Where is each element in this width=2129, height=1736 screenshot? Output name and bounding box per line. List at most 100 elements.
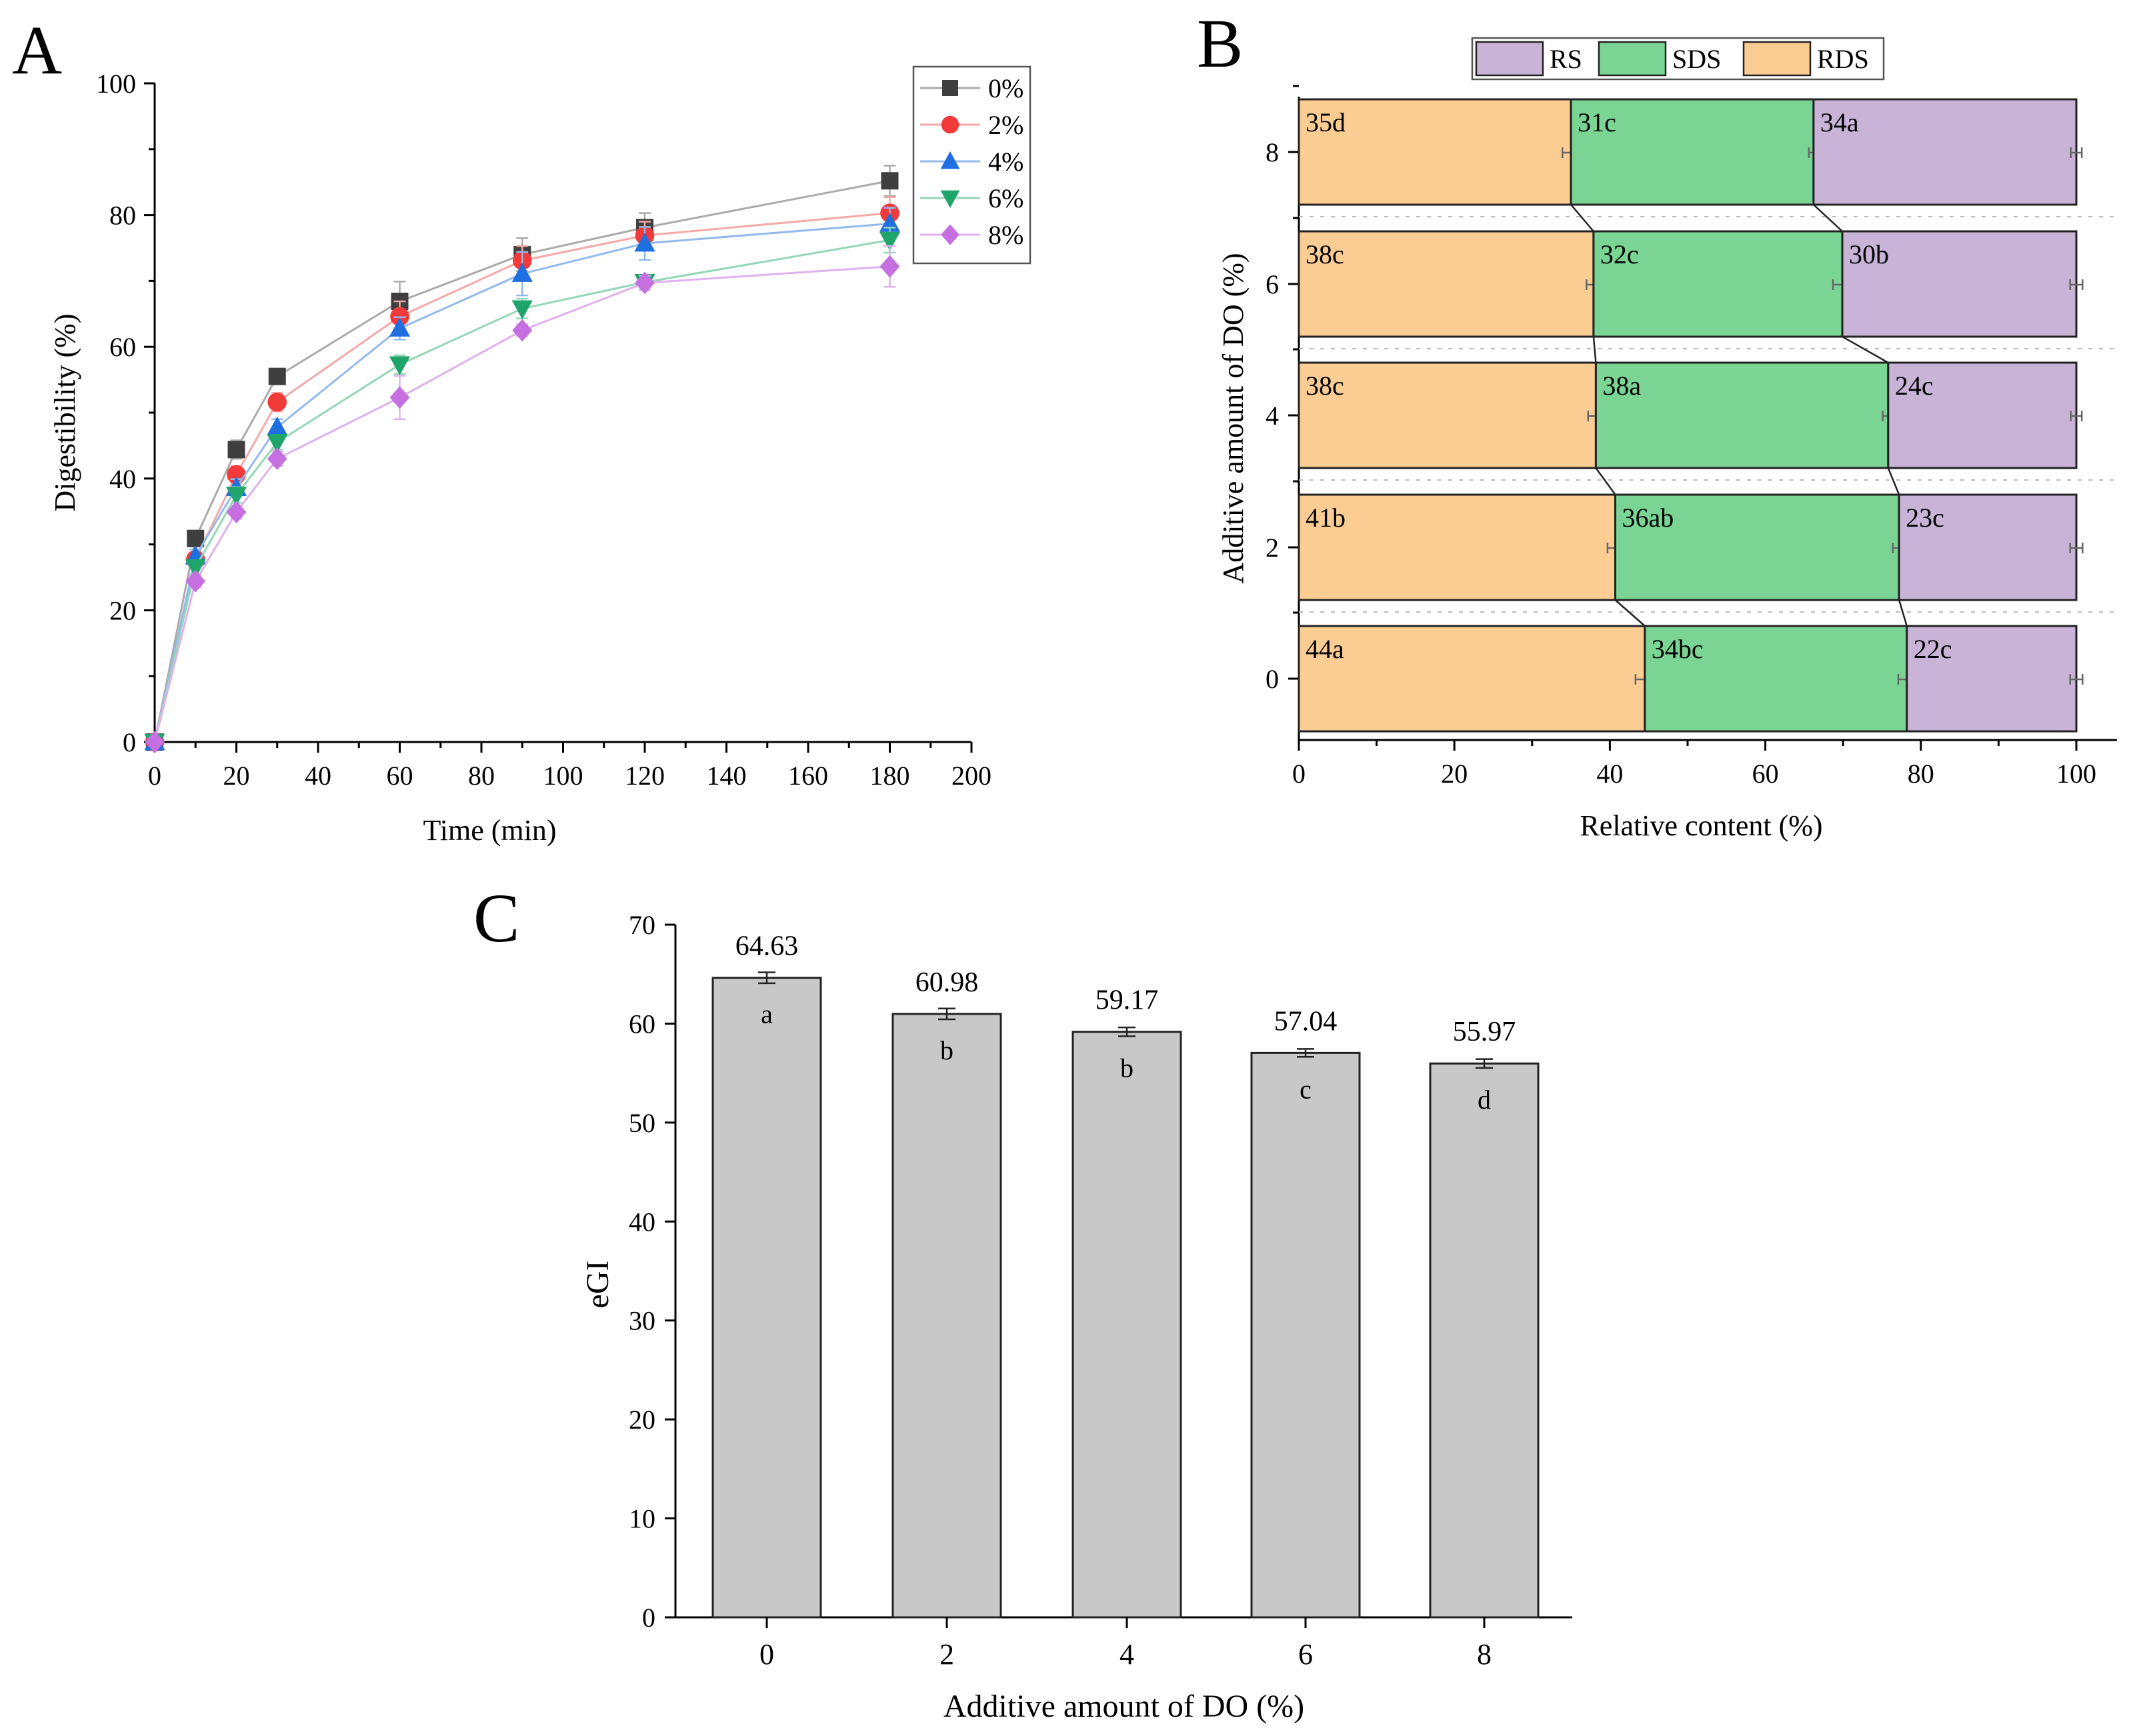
- x-tick-label: 160: [788, 761, 828, 791]
- series-RS: 22c 23c 24c 30b 34a: [1812, 98, 2084, 733]
- legend: 0% 2% 4% 6% 8%: [912, 65, 1031, 265]
- data-point: [635, 271, 655, 295]
- bar: [1429, 1062, 1540, 1619]
- series-line: [153, 179, 890, 743]
- segment-label: 38a: [1602, 371, 1641, 401]
- segment-label: 30b: [1849, 239, 1889, 269]
- legend: RS SDS RDS: [1471, 37, 1885, 81]
- legend-marker: [941, 115, 959, 134]
- significance-label: a: [761, 999, 773, 1029]
- significance-label: b: [1120, 1053, 1134, 1083]
- x-tick-label: 0: [148, 761, 161, 791]
- bar-segment: [1887, 361, 2078, 469]
- bar-segment: [1298, 493, 1617, 601]
- y-tick-label: 8: [1266, 137, 1279, 167]
- data-point: [185, 570, 206, 593]
- bar-segment: [1906, 625, 2078, 733]
- y-tick-label: 2: [1266, 533, 1279, 563]
- y-axis-label: Digestibility (%): [49, 314, 81, 512]
- legend-marker: [941, 224, 959, 245]
- data-point: [267, 434, 288, 453]
- segment-label: 38c: [1306, 239, 1344, 269]
- x-axis-label: Time (min): [423, 814, 556, 847]
- error-bar: [758, 971, 775, 985]
- series-6%: [144, 227, 901, 753]
- error-bar: [2069, 543, 2084, 553]
- error-bar: [1118, 1026, 1136, 1037]
- x-tick-label: 8: [1477, 1638, 1492, 1671]
- data-point: [267, 392, 287, 412]
- x-tick-label: 2: [939, 1638, 954, 1671]
- panel-label-c: C: [473, 880, 519, 957]
- x-tick-label: 0: [759, 1638, 774, 1671]
- bar-segment: [1592, 230, 1844, 338]
- bar-segment: [1841, 230, 2078, 338]
- bar: [711, 977, 822, 1619]
- data-point: [881, 172, 899, 190]
- bar-group: 59.17 b: [1072, 985, 1182, 1619]
- error-bar: [1476, 1058, 1493, 1069]
- bar: [1250, 1051, 1361, 1619]
- segment-label: 24c: [1895, 371, 1934, 401]
- legend-swatch: [1475, 41, 1544, 77]
- data-point: [389, 317, 411, 337]
- bar-group: 55.97 d: [1429, 1017, 1540, 1619]
- segment-label: 23c: [1906, 503, 1944, 533]
- segment-label: 44a: [1306, 634, 1344, 664]
- data-point: [225, 487, 247, 506]
- y-tick-label: 40: [109, 464, 136, 494]
- value-label: 55.97: [1453, 1017, 1516, 1047]
- bar-group: 64.63 a: [711, 931, 822, 1619]
- data-point: [879, 231, 901, 251]
- segment-label: 34bc: [1652, 634, 1704, 664]
- bar-segment: [1812, 98, 2078, 206]
- y-tick-label: 60: [109, 332, 136, 362]
- x-tick-label: 40: [1596, 759, 1623, 789]
- segment-label: 22c: [1914, 634, 1952, 664]
- y-tick-label: 0: [642, 1603, 655, 1633]
- data-point: [511, 263, 533, 282]
- series-RDS: 44a 41b 38c 38c 35d: [1298, 98, 1656, 733]
- x-tick-label: 180: [870, 761, 910, 791]
- y-tick-label: 50: [629, 1108, 655, 1138]
- series-line: [153, 239, 890, 743]
- bar: [891, 1013, 1002, 1619]
- data-point: [511, 300, 533, 320]
- connector-line: [1592, 336, 1597, 363]
- bar-segment: [1644, 625, 1908, 733]
- data-point: [512, 319, 533, 342]
- y-tick-label: 40: [629, 1207, 655, 1237]
- legend-label: 4%: [988, 147, 1023, 177]
- connector-line: [1887, 467, 1900, 495]
- bar-segment: [1298, 230, 1595, 338]
- significance-label: b: [940, 1035, 953, 1065]
- legend-marker: [942, 80, 958, 96]
- y-tick-label: 0: [123, 727, 136, 757]
- x-tick-label: 20: [223, 761, 250, 791]
- y-axis-label: Additive amount of DO (%): [1217, 253, 1250, 583]
- connector-line: [1595, 467, 1616, 495]
- data-point: [634, 232, 655, 252]
- bar-segment: [1298, 625, 1646, 733]
- x-tick-label: 40: [305, 761, 331, 791]
- x-tick-label: 140: [707, 761, 747, 791]
- y-tick-label: 60: [629, 1009, 655, 1039]
- bar-segment: [1594, 361, 1890, 469]
- data-point: [185, 559, 206, 579]
- connector-line: [1614, 599, 1646, 627]
- y-tick-label: 20: [109, 595, 136, 625]
- series-SDS: 34bc 36ab 38a 32c 31c: [1570, 98, 1916, 733]
- significance-label: c: [1300, 1074, 1312, 1104]
- value-label: 59.17: [1096, 985, 1159, 1016]
- bar-segment: [1898, 493, 2078, 601]
- series-line: [153, 265, 890, 743]
- panel-label-b: B: [1197, 5, 1243, 82]
- data-point: [187, 529, 205, 547]
- y-tick-label: 80: [109, 201, 136, 231]
- x-tick-label: 100: [543, 761, 583, 791]
- legend-label: RS: [1550, 44, 1582, 74]
- data-point: [389, 386, 410, 409]
- connector-line: [1813, 204, 1843, 232]
